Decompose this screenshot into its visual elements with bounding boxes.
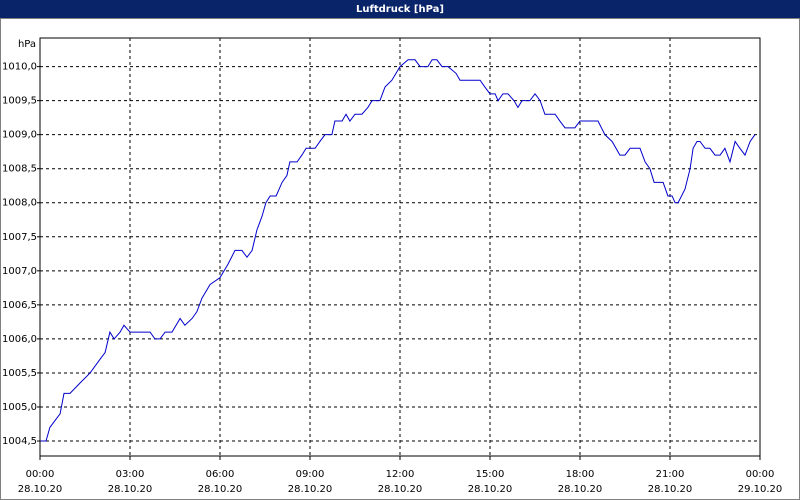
x-tick-date: 28.10.20 [468, 484, 513, 495]
y-tick-label: 1005,0 [2, 402, 37, 413]
y-tick-label: 1005,5 [2, 368, 37, 379]
x-tick-date: 28.10.20 [288, 484, 333, 495]
y-axis-label: hPa [18, 39, 36, 50]
x-tick-date: 28.10.20 [18, 484, 63, 495]
x-tick-label: 12:00 [386, 469, 415, 480]
x-tick-date: 29.10.20 [738, 484, 783, 495]
y-tick-label: 1006,0 [2, 334, 37, 345]
x-tick-date: 28.10.20 [558, 484, 603, 495]
x-tick-label: 03:00 [116, 469, 145, 480]
x-tick-date: 28.10.20 [198, 484, 243, 495]
y-tick-label: 1008,0 [2, 198, 37, 209]
x-tick-label: 00:00 [26, 469, 55, 480]
data-line [40, 59, 756, 442]
y-tick-label: 1008,5 [2, 164, 37, 175]
y-tick-label: 1010,0 [2, 62, 37, 73]
x-tick-label: 00:00 [746, 469, 775, 480]
y-tick-label: 1007,0 [2, 266, 37, 277]
x-tick-label: 09:00 [296, 469, 325, 480]
x-tick-date: 28.10.20 [648, 484, 693, 495]
chart-title: Luftdruck [hPa] [356, 4, 444, 15]
x-tick-label: 15:00 [476, 469, 505, 480]
y-tick-label: 1006,5 [2, 300, 37, 311]
plot-border [39, 37, 761, 457]
title-bar [0, 0, 800, 18]
y-tick-label: 1009,0 [2, 130, 37, 141]
x-tick-label: 21:00 [656, 469, 685, 480]
x-tick-label: 06:00 [206, 469, 235, 480]
y-tick-label: 1004,5 [2, 436, 37, 447]
y-tick-label: 1009,5 [2, 96, 37, 107]
x-tick-date: 28.10.20 [378, 484, 423, 495]
x-tick-date: 28.10.20 [108, 484, 153, 495]
y-tick-label: 1007,5 [2, 232, 37, 243]
x-tick-label: 18:00 [566, 469, 595, 480]
